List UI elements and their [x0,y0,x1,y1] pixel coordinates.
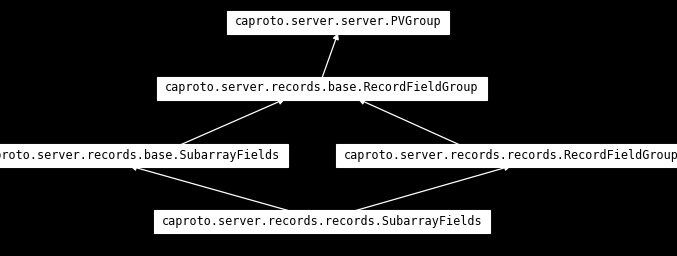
FancyBboxPatch shape [0,144,288,166]
Text: caproto.server.records.records.SubarrayFields: caproto.server.records.records.SubarrayF… [162,215,482,228]
FancyBboxPatch shape [336,144,677,166]
FancyBboxPatch shape [227,10,450,34]
FancyBboxPatch shape [157,77,487,100]
FancyBboxPatch shape [154,209,490,232]
Text: caproto.server.records.records.RecordFieldGroup: caproto.server.records.records.RecordFie… [343,148,677,162]
Text: caproto.server.server.PVGroup: caproto.server.server.PVGroup [235,16,441,28]
Text: caproto.server.records.base.SubarrayFields: caproto.server.records.base.SubarrayFiel… [0,148,280,162]
Text: caproto.server.records.base.RecordFieldGroup: caproto.server.records.base.RecordFieldG… [165,81,479,94]
